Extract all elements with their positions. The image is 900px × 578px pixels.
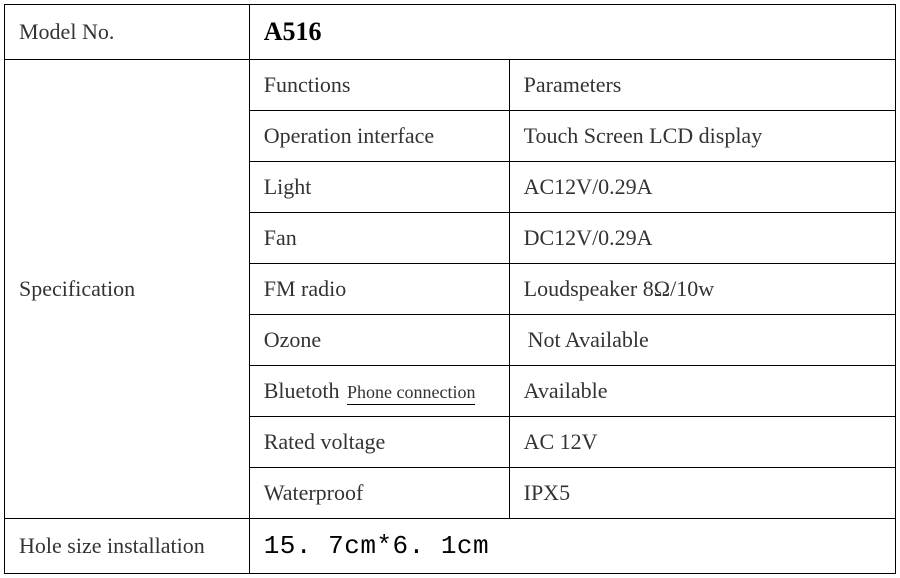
spec-function: Light <box>249 162 509 213</box>
spec-function: FM radio <box>249 264 509 315</box>
spec-table: Model No. A516 Specification Functions P… <box>4 4 896 574</box>
hole-size-row: Hole size installation 15. 7cm*6. 1cm <box>5 519 896 574</box>
spec-parameter: Parameters <box>509 60 895 111</box>
model-row: Model No. A516 <box>5 5 896 60</box>
spec-function-bluetooth: Bluetoth Phone connection <box>249 366 509 417</box>
spec-parameter: Available <box>509 366 895 417</box>
spec-parameter: Not Available <box>509 315 895 366</box>
spec-parameter: Touch Screen LCD display <box>509 111 895 162</box>
spec-function: Waterproof <box>249 468 509 519</box>
bluetooth-main-label: Bluetoth <box>264 378 340 403</box>
bluetooth-sub-label: Phone connection <box>347 382 475 405</box>
spec-function: Functions <box>249 60 509 111</box>
spec-parameter: AC12V/0.29A <box>509 162 895 213</box>
spec-function: Fan <box>249 213 509 264</box>
model-value: A516 <box>249 5 895 60</box>
spec-parameter: IPX5 <box>509 468 895 519</box>
hole-size-value: 15. 7cm*6. 1cm <box>249 519 895 574</box>
spec-function: Operation interface <box>249 111 509 162</box>
hole-size-label: Hole size installation <box>5 519 250 574</box>
model-label: Model No. <box>5 5 250 60</box>
spec-parameter: AC 12V <box>509 417 895 468</box>
spec-function: Ozone <box>249 315 509 366</box>
spec-row: Specification Functions Parameters <box>5 60 896 111</box>
specification-label: Specification <box>5 60 250 519</box>
spec-parameter: DC12V/0.29A <box>509 213 895 264</box>
spec-parameter: Loudspeaker 8Ω/10w <box>509 264 895 315</box>
spec-function: Rated voltage <box>249 417 509 468</box>
